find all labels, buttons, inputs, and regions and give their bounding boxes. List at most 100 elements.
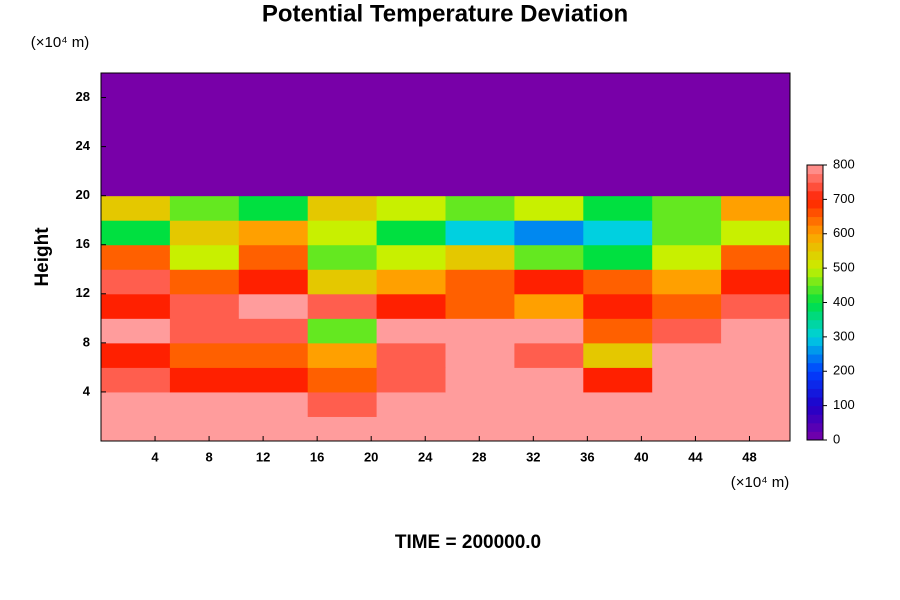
cell [238, 318, 309, 344]
cell [652, 146, 722, 172]
cell [721, 195, 791, 221]
cell [101, 416, 171, 442]
x-tick-label: 44 [688, 449, 703, 464]
cell [169, 416, 240, 442]
colorbar-block [807, 190, 823, 200]
x-tick-label: 32 [526, 449, 540, 464]
cell [169, 171, 240, 197]
cell [238, 293, 309, 319]
cell [238, 97, 309, 123]
colorbar-block [807, 388, 823, 398]
cell [652, 195, 722, 221]
colorbar-block [807, 285, 823, 295]
colorbar-block [807, 422, 823, 432]
cell [376, 391, 446, 417]
cell [721, 146, 791, 172]
cell [445, 391, 515, 417]
cell [652, 269, 722, 295]
colorbar-block [807, 302, 823, 312]
cell [238, 146, 309, 172]
cell [514, 318, 584, 344]
cell [652, 293, 722, 319]
cell [307, 97, 378, 123]
cell [101, 195, 171, 221]
cell [376, 244, 446, 270]
cell [307, 391, 378, 417]
cell [445, 367, 515, 393]
colorbar-block [807, 345, 823, 355]
colorbar-tick-label: 400 [833, 294, 855, 309]
cell [514, 391, 584, 417]
cell [514, 97, 584, 123]
cell [101, 73, 171, 99]
cell [101, 146, 171, 172]
chart-title: Potential Temperature Deviation [262, 0, 628, 27]
colorbar-tick-label: 500 [833, 260, 855, 275]
cell [583, 171, 653, 197]
cell [169, 73, 240, 99]
cell [376, 171, 446, 197]
cell [445, 269, 515, 295]
x-tick-label: 4 [151, 449, 159, 464]
cell [721, 244, 791, 270]
y-tick-label: 12 [76, 285, 90, 300]
cell [169, 269, 240, 295]
cell [238, 416, 309, 442]
colorbar-block [807, 276, 823, 286]
colorbar-tick-label: 700 [833, 191, 855, 206]
cell [445, 73, 515, 99]
cell [514, 244, 584, 270]
cell [238, 244, 309, 270]
cell [307, 367, 378, 393]
cell [376, 293, 446, 319]
cell [721, 97, 791, 123]
cell [583, 244, 653, 270]
colorbar-block [807, 362, 823, 372]
cell [514, 146, 584, 172]
cell [169, 146, 240, 172]
cell [445, 416, 515, 442]
cell [238, 73, 309, 99]
cell [101, 391, 171, 417]
colorbar-block [807, 431, 823, 441]
cell [445, 342, 515, 368]
colorbar-block [807, 225, 823, 235]
cell [307, 244, 378, 270]
cell [169, 220, 240, 246]
cell [652, 391, 722, 417]
cell [307, 73, 378, 99]
cell [238, 195, 309, 221]
cell [721, 73, 791, 99]
cell [583, 318, 653, 344]
cell [721, 367, 791, 393]
colorbar-block [807, 405, 823, 415]
cell [307, 146, 378, 172]
cell [238, 342, 309, 368]
colorbar-block [807, 379, 823, 389]
colorbar-block [807, 242, 823, 252]
cell [445, 220, 515, 246]
cell [169, 97, 240, 123]
cell [652, 220, 722, 246]
cell [169, 122, 240, 148]
cell [238, 367, 309, 393]
colorbar-block [807, 216, 823, 226]
colorbar-block [807, 207, 823, 218]
cell [445, 318, 515, 344]
cell [169, 391, 240, 417]
cell [514, 416, 584, 442]
y-tick-label: 4 [83, 383, 91, 398]
x-tick-label: 12 [256, 449, 270, 464]
cell [376, 367, 446, 393]
cell [445, 293, 515, 319]
cell [101, 122, 171, 148]
cell [721, 391, 791, 417]
cell [514, 73, 584, 99]
cell [583, 195, 653, 221]
colorbar-block [807, 311, 823, 321]
colorbar-tick-label: 0 [833, 431, 840, 446]
cell [238, 171, 309, 197]
x-tick-label: 24 [418, 449, 433, 464]
plot-frame [100, 72, 791, 442]
cell [307, 195, 378, 221]
